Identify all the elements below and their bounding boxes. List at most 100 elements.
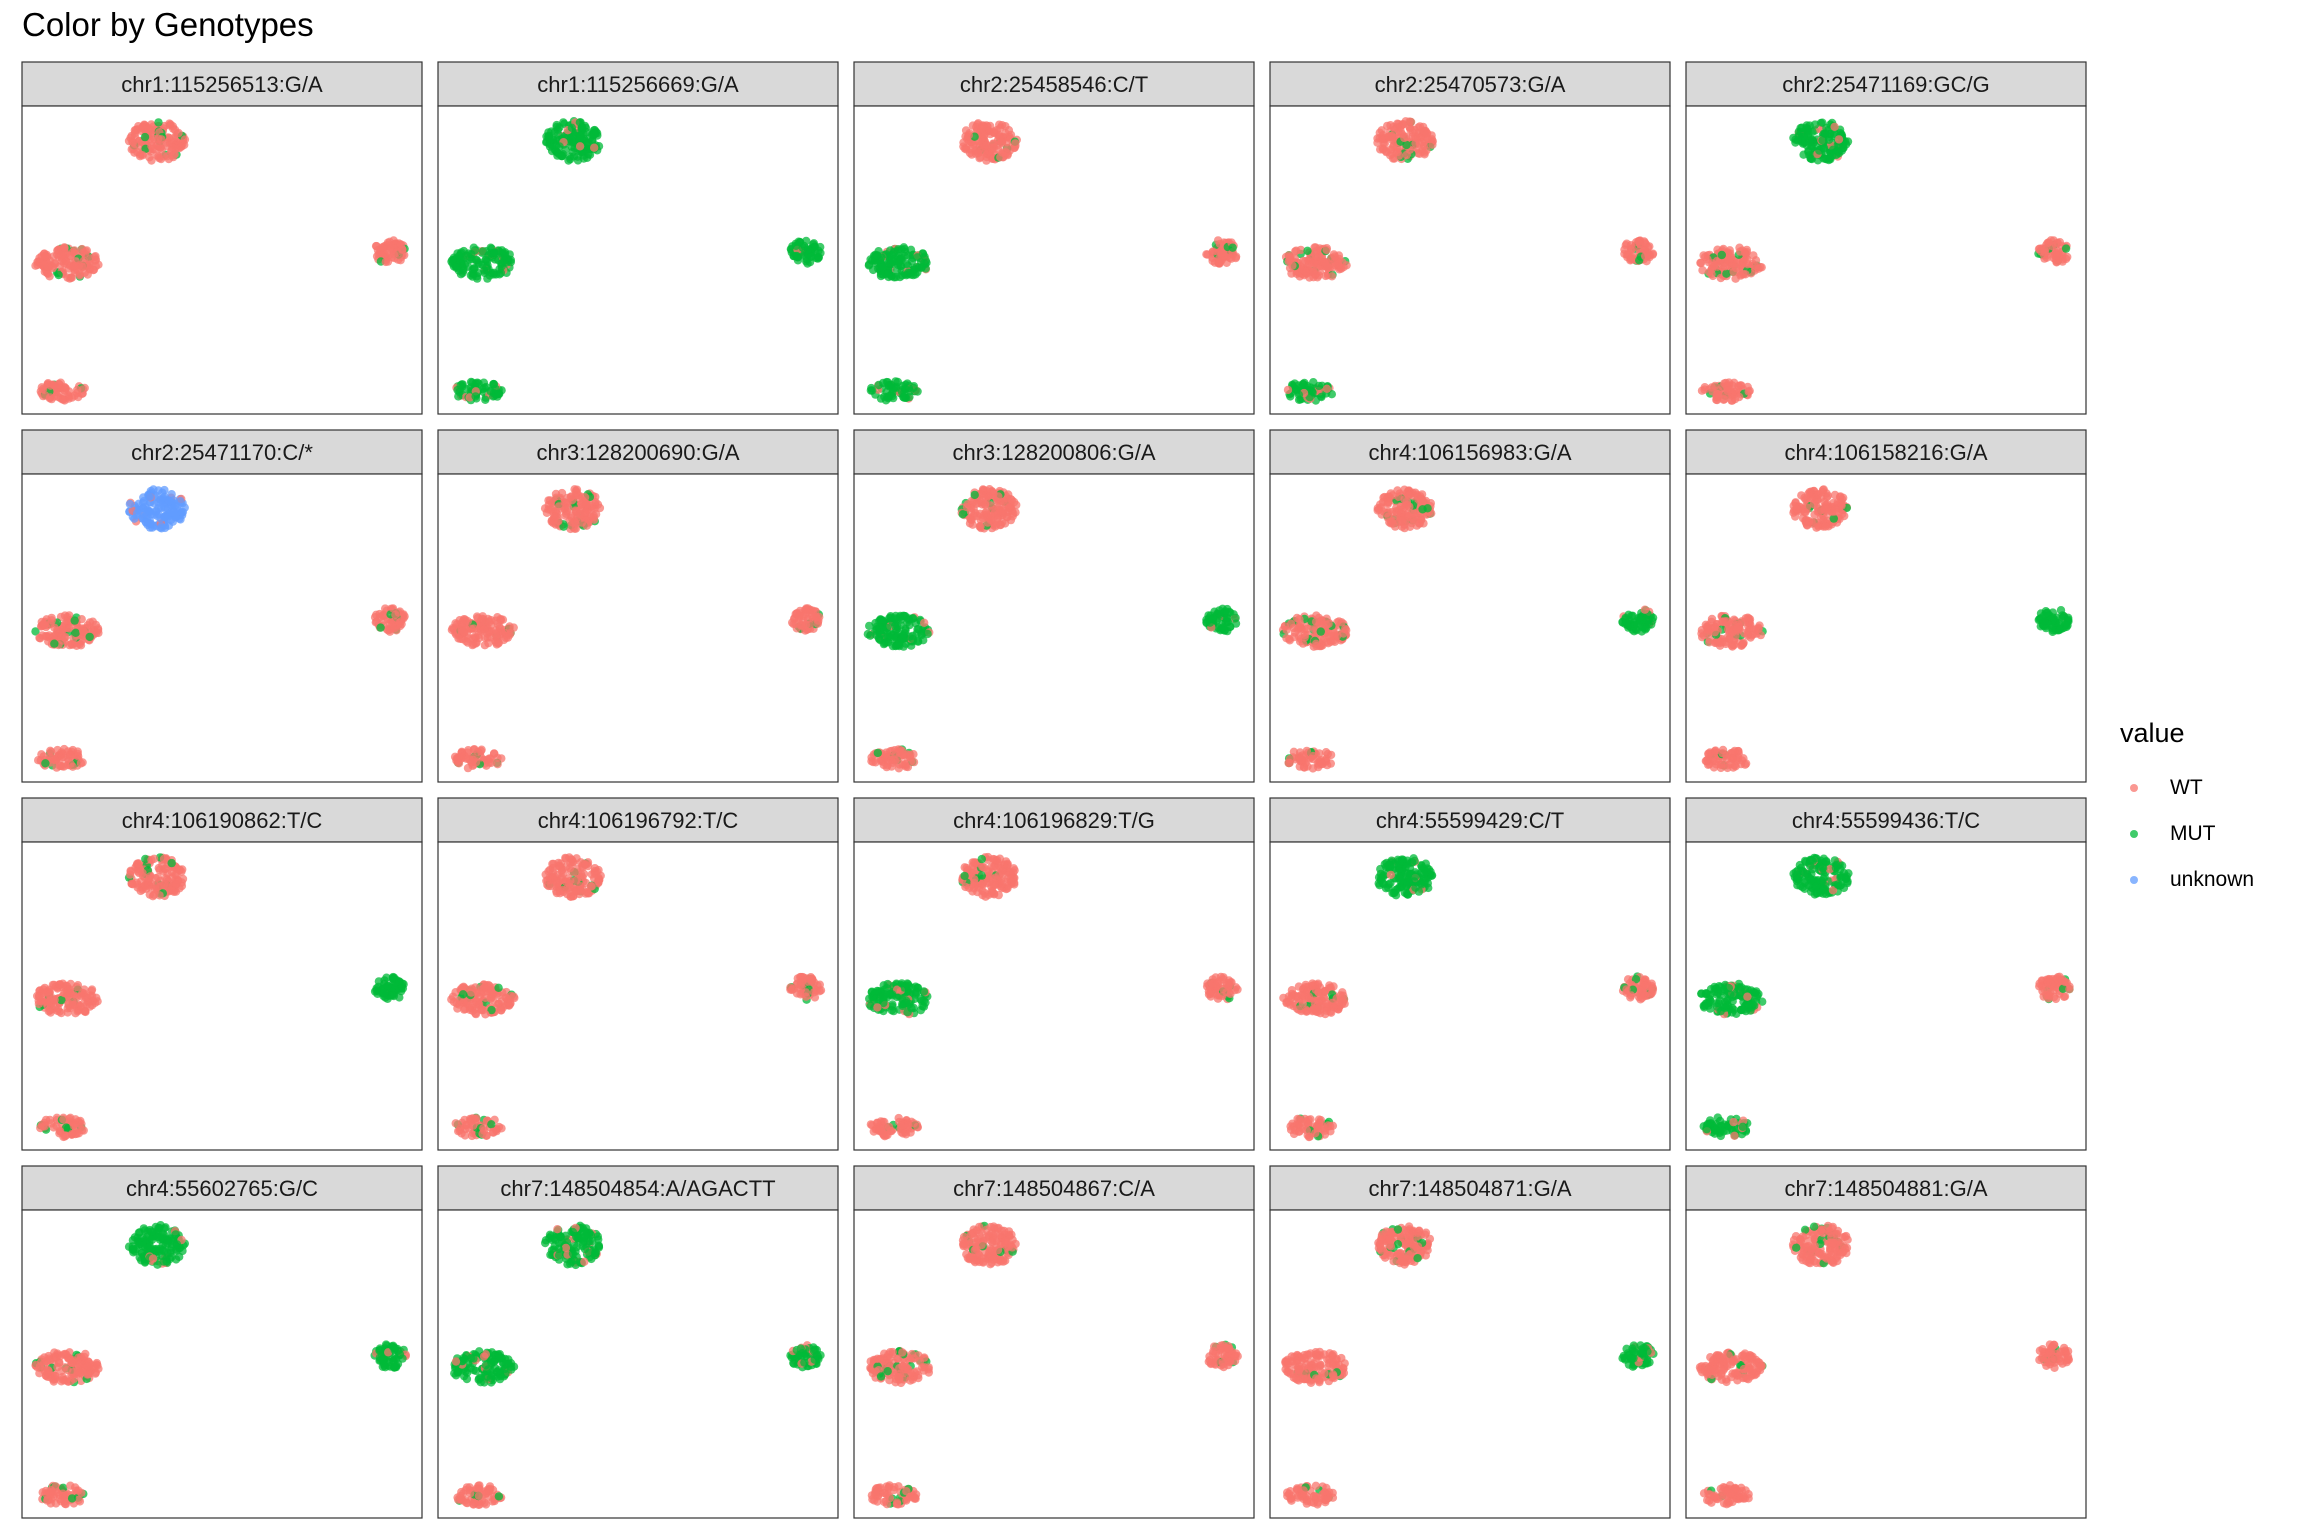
data-point: [1289, 632, 1299, 642]
data-point: [481, 993, 490, 1002]
data-point: [976, 522, 985, 531]
data-point: [159, 854, 169, 864]
data-point: [41, 759, 50, 768]
data-point: [1383, 498, 1393, 507]
data-point: [147, 141, 156, 151]
data-point: [44, 990, 53, 999]
data-point: [571, 519, 580, 528]
data-point: [1311, 639, 1321, 648]
data-point: [1701, 252, 1710, 262]
data-point: [555, 142, 564, 151]
cluster-bottom: [36, 378, 89, 405]
data-point: [38, 620, 48, 629]
data-point: [968, 887, 977, 896]
data-point: [809, 239, 819, 248]
data-point: [489, 996, 498, 1005]
data-point: [71, 628, 80, 637]
data-point: [1290, 379, 1299, 388]
data-point: [1621, 241, 1631, 250]
data-point: [1789, 501, 1798, 510]
data-point: [1317, 392, 1326, 402]
data-point: [995, 854, 1005, 863]
data-point: [868, 386, 877, 395]
data-point: [1415, 139, 1424, 148]
data-point: [487, 1120, 496, 1129]
data-point: [1624, 610, 1633, 619]
data-point: [1820, 129, 1830, 138]
data-point: [550, 872, 559, 881]
data-point: [984, 867, 993, 877]
data-point: [47, 613, 56, 623]
cluster-left: [447, 243, 515, 283]
data-point: [1622, 618, 1631, 627]
data-point: [1283, 385, 1293, 395]
data-point: [481, 395, 490, 404]
data-point: [1809, 500, 1819, 509]
data-point: [906, 245, 916, 254]
data-point: [376, 623, 385, 632]
data-point: [160, 492, 169, 502]
data-point: [1641, 252, 1650, 261]
data-point: [887, 392, 897, 401]
data-point: [471, 392, 480, 401]
data-point: [589, 129, 598, 138]
data-point: [140, 132, 150, 142]
data-point: [57, 625, 67, 634]
data-point: [791, 241, 801, 250]
data-point: [466, 377, 476, 387]
data-point: [959, 138, 968, 147]
data-point: [153, 141, 163, 150]
data-point: [46, 1008, 55, 1017]
data-point: [1298, 639, 1308, 648]
data-point: [982, 141, 991, 150]
data-point: [1712, 760, 1721, 769]
data-point: [34, 992, 44, 1001]
data-point: [66, 251, 75, 261]
data-point: [1322, 384, 1332, 393]
data-point: [1318, 759, 1327, 768]
data-point: [153, 873, 163, 882]
data-point: [895, 637, 904, 646]
data-point: [469, 624, 478, 633]
data-point: [468, 272, 477, 281]
data-point: [1396, 516, 1406, 526]
data-point: [377, 243, 387, 252]
data-point: [65, 274, 75, 283]
data-point: [457, 618, 467, 628]
data-point: [1223, 604, 1232, 614]
data-point: [873, 748, 882, 758]
data-point: [138, 499, 148, 508]
data-point: [1228, 243, 1237, 252]
data-point: [806, 973, 815, 982]
data-point: [1744, 387, 1753, 396]
data-point: [169, 496, 178, 505]
data-point: [454, 634, 463, 643]
data-point: [556, 886, 565, 896]
data-point: [874, 380, 883, 390]
data-point: [163, 152, 172, 161]
data-point: [958, 510, 967, 519]
data-point: [72, 982, 81, 992]
data-point: [473, 747, 482, 756]
data-point: [2043, 608, 2052, 617]
data-point: [553, 125, 563, 134]
data-point: [970, 875, 979, 884]
data-point: [397, 981, 406, 991]
data-point: [2058, 611, 2067, 620]
data-point: [579, 869, 589, 879]
data-point: [567, 142, 576, 151]
data-point: [1803, 521, 1812, 530]
data-point: [1801, 508, 1810, 517]
data-point: [448, 255, 457, 265]
data-point: [1327, 272, 1337, 281]
data-point: [991, 522, 1000, 531]
data-point: [503, 633, 513, 642]
data-point: [51, 388, 60, 397]
data-point: [61, 1131, 70, 1140]
data-point: [1722, 633, 1732, 643]
data-point: [572, 508, 582, 517]
facet-panel: chr2:25458546:C/T: [853, 61, 1255, 415]
data-point: [381, 257, 390, 267]
data-point: [154, 152, 163, 161]
data-point: [1300, 763, 1309, 772]
